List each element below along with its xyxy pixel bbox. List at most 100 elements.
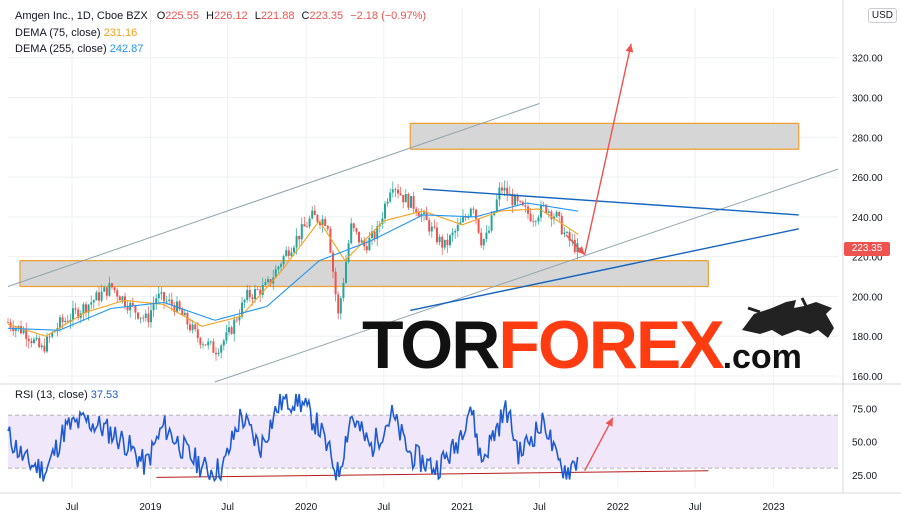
candle — [215, 352, 217, 355]
candle — [423, 212, 425, 214]
candle — [490, 215, 493, 231]
candle — [464, 217, 467, 218]
dema75-value: 231.16 — [103, 27, 138, 39]
candle — [560, 216, 563, 235]
candle — [475, 209, 477, 219]
candle — [516, 195, 519, 202]
dema75-legend: DEMA (75, close) 231.16 — [15, 27, 137, 39]
candle — [293, 247, 295, 253]
change-value: −2.18 (−0.97%) — [350, 10, 427, 22]
candle — [519, 201, 522, 202]
time-tick-label: Jul — [533, 502, 546, 513]
candle — [441, 236, 444, 248]
candle — [368, 237, 371, 251]
candle — [573, 239, 576, 252]
candle — [308, 218, 311, 227]
candle — [77, 309, 80, 318]
candle — [7, 322, 9, 324]
candle — [350, 223, 353, 244]
candle — [313, 210, 316, 216]
candle — [87, 304, 90, 313]
rsi-forecast-arrow-head — [605, 417, 613, 427]
candle — [295, 235, 298, 248]
candle — [334, 271, 337, 295]
rsi-legend: RSI (13, close) 37.53 — [15, 389, 118, 401]
candle — [100, 291, 103, 301]
candle — [139, 317, 142, 319]
candle — [142, 317, 145, 319]
candle — [365, 246, 368, 251]
candle — [326, 225, 329, 229]
price-tick-label: 300.00 — [852, 94, 883, 105]
candle — [433, 226, 436, 228]
candle — [311, 210, 314, 219]
rsi-pane — [7, 393, 838, 483]
candle — [558, 211, 561, 217]
candle — [339, 298, 342, 314]
high-label: H — [206, 10, 214, 22]
candle — [501, 187, 503, 191]
candle — [220, 345, 223, 353]
candle — [485, 232, 488, 240]
candle — [482, 239, 485, 246]
candle — [547, 211, 550, 213]
support-zone — [19, 260, 709, 288]
candle — [134, 305, 137, 313]
candle — [506, 187, 509, 196]
candle — [202, 344, 204, 346]
open-label: O — [156, 10, 166, 22]
candle — [410, 196, 412, 208]
candle — [92, 300, 95, 303]
candle — [228, 327, 230, 333]
rsi-label: RSI (13, close) — [15, 389, 88, 401]
open-value: 225.55 — [165, 10, 199, 22]
annotations — [7, 43, 839, 478]
candle — [537, 217, 540, 222]
candle — [488, 230, 490, 233]
candle — [248, 289, 251, 298]
time-tick-label: Jul — [689, 502, 702, 513]
trend-lower-line — [410, 228, 799, 312]
currency-button[interactable]: USD — [867, 8, 897, 23]
candle — [269, 279, 272, 284]
candle — [391, 189, 394, 193]
forecast-arrow-up-head — [625, 43, 634, 53]
time-tick-label: 2020 — [295, 502, 318, 513]
candle — [238, 316, 241, 321]
candle — [259, 289, 262, 295]
candle — [371, 231, 373, 238]
candle — [173, 305, 176, 313]
candle — [170, 299, 173, 306]
candle — [407, 193, 410, 208]
candle — [389, 192, 392, 202]
candle — [503, 187, 506, 191]
candle — [555, 211, 558, 217]
candle — [386, 201, 389, 204]
candle — [163, 292, 165, 302]
candle — [25, 330, 28, 339]
candle — [274, 269, 277, 278]
candle — [446, 239, 449, 246]
zones — [19, 122, 800, 288]
candle — [287, 250, 290, 256]
forecast-arrow-up — [583, 43, 632, 255]
bull-icon — [742, 297, 834, 338]
indicator-lines — [7, 202, 579, 337]
close-value: 223.35 — [309, 10, 344, 22]
candle — [285, 250, 288, 257]
candle — [256, 289, 259, 290]
time-tick-label: Jul — [221, 502, 234, 513]
candle — [189, 324, 191, 331]
grid — [8, 8, 838, 488]
time-tick-label: 2022 — [607, 502, 630, 513]
candle — [360, 240, 363, 243]
candle — [321, 219, 324, 226]
candle — [22, 330, 25, 334]
rsi-forecast-arrow — [584, 417, 614, 472]
candle — [542, 204, 545, 206]
candle — [121, 296, 124, 301]
low-label: L — [254, 10, 261, 22]
candle — [212, 341, 215, 353]
candle — [511, 193, 514, 206]
candle — [191, 324, 194, 331]
